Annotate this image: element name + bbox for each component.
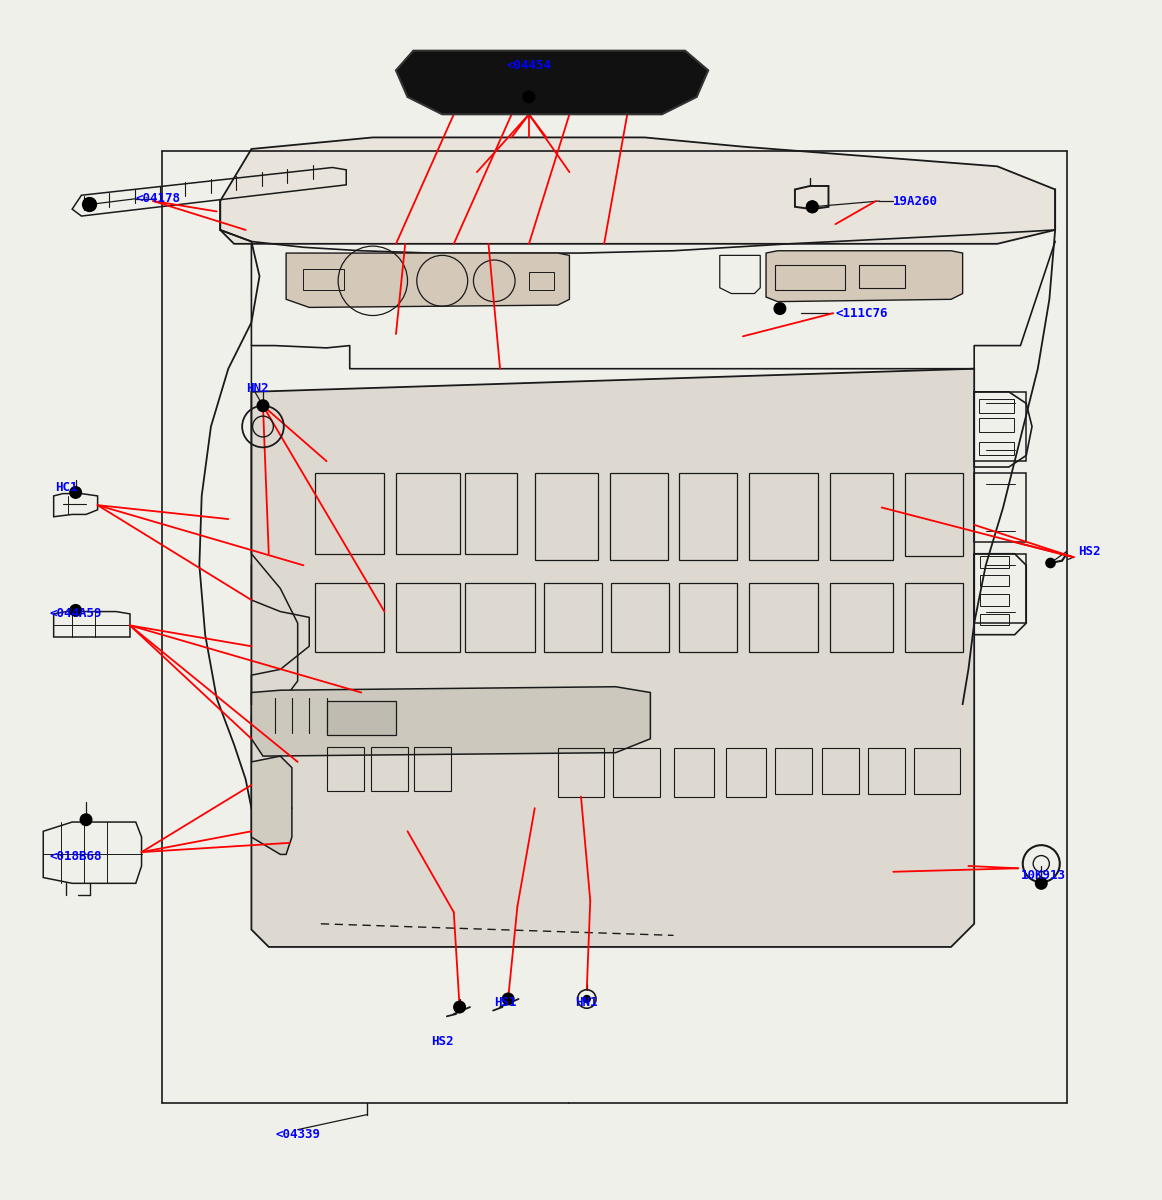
Polygon shape [286, 253, 569, 307]
Bar [980, 614, 1009, 625]
Bar [905, 583, 962, 652]
Text: HS2: HS2 [431, 1036, 453, 1049]
Bar [529, 271, 554, 290]
Circle shape [806, 202, 818, 212]
Text: <044A59: <044A59 [49, 607, 101, 620]
Circle shape [774, 302, 786, 314]
Bar [830, 583, 894, 652]
Bar [396, 583, 460, 652]
Bar [859, 265, 905, 288]
Bar [868, 748, 905, 794]
Text: 10K913: 10K913 [1020, 869, 1066, 882]
Circle shape [502, 994, 514, 1004]
Bar [396, 473, 460, 553]
Bar [725, 748, 766, 797]
Bar [980, 575, 1009, 586]
Polygon shape [251, 756, 292, 854]
Bar [315, 473, 385, 553]
Text: 19A260: 19A260 [894, 194, 938, 208]
Text: <04339: <04339 [275, 1128, 321, 1141]
Bar [680, 583, 737, 652]
Bar [535, 473, 598, 559]
Bar [978, 442, 1013, 456]
Bar [611, 583, 669, 652]
Text: HN1: HN1 [575, 996, 598, 1009]
Bar [748, 583, 818, 652]
Circle shape [1046, 558, 1055, 568]
Bar [980, 556, 1009, 568]
Bar [327, 701, 396, 736]
Bar [415, 746, 452, 791]
Circle shape [84, 199, 95, 210]
Bar [544, 583, 602, 652]
Bar [978, 398, 1013, 413]
Text: HN2: HN2 [245, 382, 268, 395]
Bar [680, 473, 737, 559]
Text: <04454: <04454 [507, 59, 552, 72]
Bar [775, 265, 845, 290]
Polygon shape [220, 138, 1055, 244]
Bar [327, 746, 364, 791]
Circle shape [583, 996, 590, 1002]
Bar [465, 473, 517, 553]
Bar [914, 748, 960, 794]
Circle shape [70, 605, 81, 616]
Text: <018B68: <018B68 [49, 851, 101, 863]
Bar [905, 473, 962, 556]
Circle shape [523, 91, 535, 103]
Circle shape [1035, 877, 1047, 889]
Polygon shape [251, 368, 974, 947]
Circle shape [257, 400, 268, 412]
Bar [614, 748, 660, 797]
Circle shape [83, 198, 96, 211]
Polygon shape [251, 686, 651, 756]
Text: HS1: HS1 [495, 996, 517, 1009]
Bar [775, 748, 812, 794]
Bar [748, 473, 818, 559]
Text: scuderia: scuderia [388, 503, 774, 581]
Bar [674, 748, 713, 797]
Bar [371, 746, 408, 791]
Bar [980, 594, 1009, 606]
Bar [610, 473, 668, 559]
Bar [465, 583, 535, 652]
Text: HC1: HC1 [55, 481, 78, 494]
Bar [315, 583, 385, 652]
Bar [978, 419, 1013, 432]
Polygon shape [766, 251, 962, 301]
Circle shape [454, 1001, 465, 1013]
Circle shape [806, 202, 818, 212]
Text: HS2: HS2 [1078, 545, 1100, 558]
Bar [303, 269, 344, 290]
Bar [558, 748, 604, 797]
Text: <111C76: <111C76 [835, 307, 888, 319]
Circle shape [70, 487, 81, 498]
Polygon shape [396, 50, 708, 114]
Text: <04178: <04178 [136, 192, 181, 205]
Circle shape [80, 814, 92, 826]
Bar [830, 473, 894, 559]
Bar [822, 748, 859, 794]
Text: parts: parts [479, 601, 683, 668]
